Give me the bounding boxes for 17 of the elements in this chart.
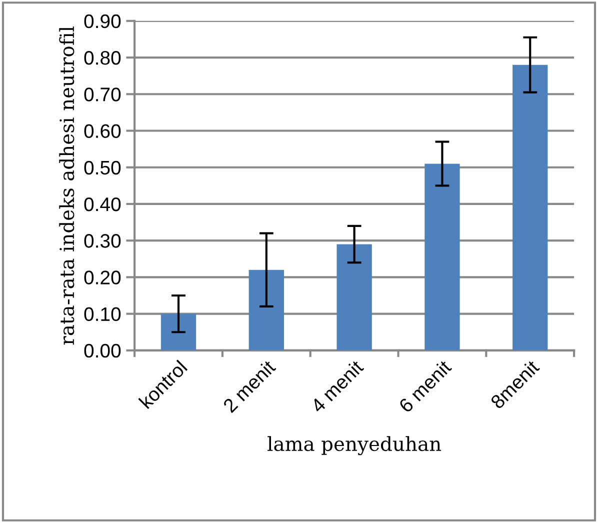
y-tick-label: 0.40	[84, 197, 121, 212]
bar	[512, 64, 548, 350]
y-tick-label: 0.50	[84, 160, 121, 175]
y-tick-label: 0.00	[84, 344, 121, 358]
bar	[336, 244, 372, 350]
y-tick-label: 0.70	[84, 88, 121, 102]
y-tick-label: 0.10	[84, 307, 121, 322]
bar	[424, 164, 460, 350]
bar	[248, 270, 284, 350]
y-tick-label: 0.80	[84, 51, 121, 65]
y-tick-label: 0.90	[84, 14, 121, 28]
y-tick-label: 0.30	[84, 234, 121, 248]
y-axis-title: rata-rata indeks adhesi neutrofil	[59, 26, 74, 345]
x-axis-title: lama penyeduhan	[268, 436, 442, 456]
y-tick-label: 0.60	[84, 124, 121, 138]
bar	[160, 314, 196, 350]
y-tick-label: 0.20	[84, 270, 121, 284]
